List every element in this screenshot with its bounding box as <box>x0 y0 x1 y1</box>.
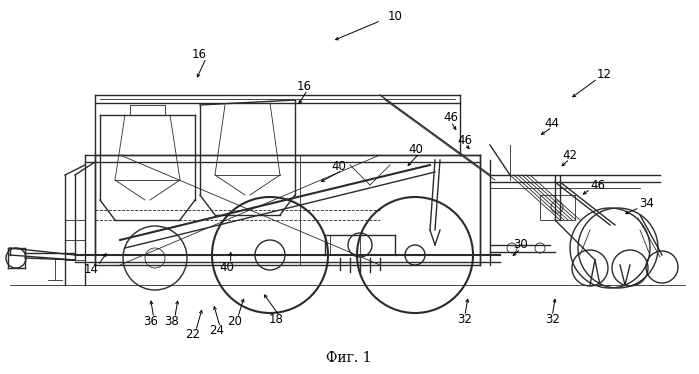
Text: 40: 40 <box>408 143 424 156</box>
Text: 32: 32 <box>545 313 560 326</box>
Text: 20: 20 <box>226 315 242 328</box>
Text: 46: 46 <box>457 134 473 147</box>
Text: 10: 10 <box>387 10 403 23</box>
Text: 36: 36 <box>143 315 158 328</box>
Text: 46: 46 <box>443 111 459 124</box>
Text: 14: 14 <box>83 263 99 276</box>
Text: 16: 16 <box>192 48 207 61</box>
Text: 12: 12 <box>597 68 612 81</box>
Text: 40: 40 <box>219 261 235 274</box>
Text: 32: 32 <box>457 313 473 326</box>
Text: 38: 38 <box>164 315 179 328</box>
Text: 42: 42 <box>562 149 577 162</box>
Text: 30: 30 <box>513 239 528 251</box>
Text: 24: 24 <box>209 325 224 337</box>
Text: 44: 44 <box>545 117 560 130</box>
Text: Фиг. 1: Фиг. 1 <box>326 351 372 365</box>
Bar <box>540 195 575 220</box>
Text: 46: 46 <box>590 179 605 191</box>
Text: 16: 16 <box>296 80 312 92</box>
Text: 40: 40 <box>331 160 347 173</box>
Text: 18: 18 <box>268 313 284 326</box>
Text: 34: 34 <box>639 197 654 210</box>
Bar <box>330 235 360 255</box>
Text: 22: 22 <box>185 328 200 341</box>
